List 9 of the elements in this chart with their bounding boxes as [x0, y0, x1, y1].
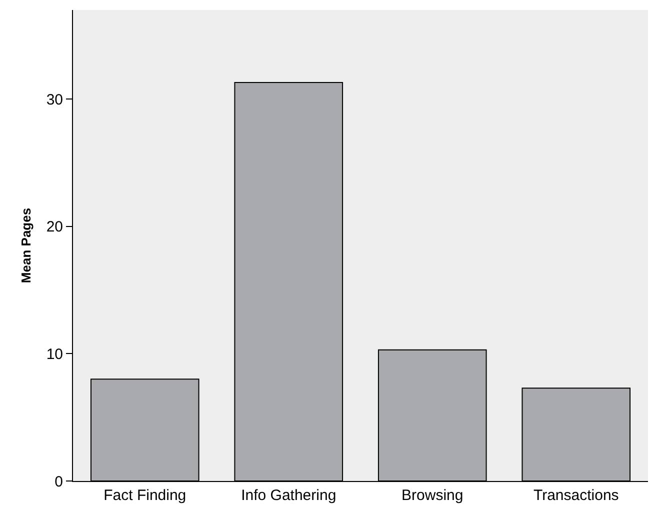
y-axis-title: Mean Pages: [18, 208, 34, 284]
x-tick-label: Transactions: [533, 487, 619, 504]
y-tick-label: 20: [46, 218, 63, 236]
x-tick-label: Info Gathering: [241, 487, 336, 504]
x-tick-label: Browsing: [402, 487, 464, 504]
y-tick-label: 30: [46, 91, 63, 108]
y-tick-label: 10: [46, 346, 63, 363]
y-tick-label: 0: [54, 473, 63, 490]
x-tick-label: Fact Finding: [104, 487, 186, 504]
